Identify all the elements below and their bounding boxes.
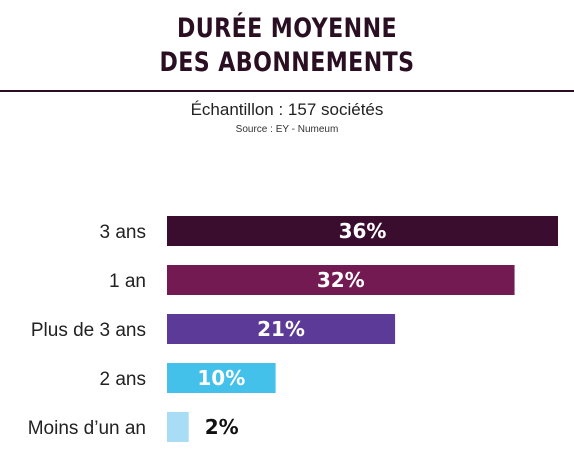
category-label: Moins d’un an xyxy=(28,418,146,439)
chart-source: Source : EY - Numeum xyxy=(235,124,339,135)
chart-title-line1: DURÉE MOYENNE xyxy=(176,13,398,44)
category-label: 2 ans xyxy=(100,369,146,390)
category-label: 3 ans xyxy=(100,222,146,243)
chart-title: DURÉE MOYENNE DES ABONNEMENTS xyxy=(52,12,523,80)
category-label: Plus de 3 ans xyxy=(31,320,146,341)
value-label: 36% xyxy=(339,219,387,243)
bar-4 xyxy=(167,363,276,393)
value-label: 21% xyxy=(257,317,305,341)
bar-3 xyxy=(167,314,396,344)
bar-1 xyxy=(167,216,558,246)
bar-5 xyxy=(167,412,189,442)
title-divider xyxy=(0,90,574,92)
value-label: 10% xyxy=(197,366,245,390)
chart-title-line2: DES ABONNEMENTS xyxy=(159,47,415,78)
value-label: 2% xyxy=(205,415,239,439)
value-label: 32% xyxy=(317,268,365,292)
category-label: 1 an xyxy=(109,271,146,292)
chart-subtitle: Échantillon : 157 sociétés xyxy=(190,100,384,119)
bar-2 xyxy=(167,265,515,295)
